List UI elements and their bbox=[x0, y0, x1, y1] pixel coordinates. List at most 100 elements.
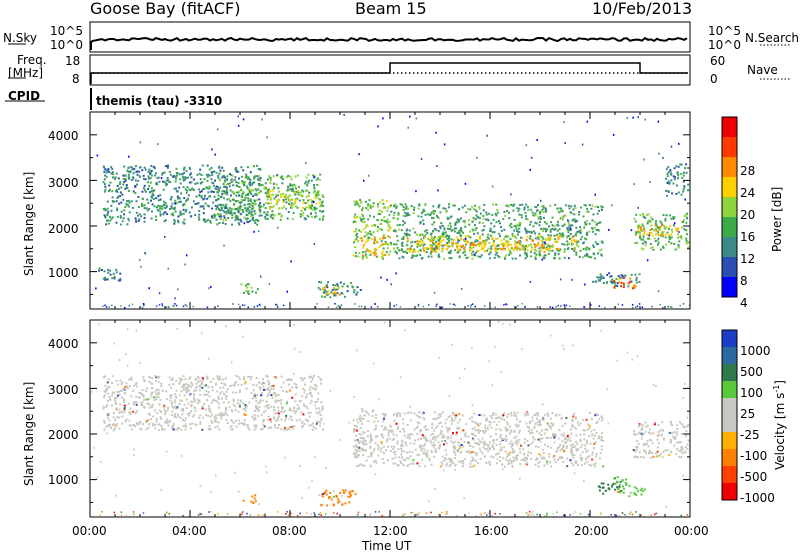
echo-cell bbox=[361, 417, 364, 420]
sparse-echo-cell bbox=[144, 252, 147, 255]
echo-cell bbox=[360, 437, 363, 440]
echo-cell bbox=[634, 273, 637, 276]
echo-cell bbox=[127, 402, 130, 405]
echo-cell bbox=[566, 445, 568, 448]
echo-cell bbox=[166, 166, 169, 169]
sparse-echo-cell bbox=[290, 260, 292, 263]
echo-cell bbox=[506, 455, 509, 458]
sparse-echo-cell bbox=[377, 125, 379, 128]
echo-cell bbox=[212, 184, 215, 187]
echo-cell bbox=[367, 204, 370, 207]
echo-cell bbox=[111, 190, 114, 193]
echo-cell bbox=[471, 220, 474, 223]
echo-cell bbox=[437, 230, 440, 232]
echo-cell bbox=[359, 447, 362, 450]
echo-cell bbox=[194, 378, 197, 381]
echo-cell bbox=[352, 452, 355, 455]
echo-cell bbox=[185, 407, 188, 409]
echo-cell bbox=[123, 180, 126, 183]
echo-cell bbox=[186, 186, 189, 189]
echo-cell bbox=[579, 438, 582, 441]
echo-cell bbox=[294, 412, 297, 415]
echo-cell bbox=[678, 240, 681, 243]
echo-cell bbox=[402, 250, 405, 253]
echo-cell bbox=[180, 213, 183, 216]
echo-cell bbox=[444, 422, 447, 425]
echo-cell bbox=[159, 416, 162, 419]
echo-cell bbox=[633, 455, 636, 458]
echo-cell bbox=[232, 421, 235, 424]
echo-cell bbox=[144, 390, 147, 393]
echo-cell bbox=[366, 256, 368, 259]
sparse-echo-cell bbox=[401, 241, 404, 244]
echo-cell bbox=[572, 235, 575, 238]
echo-cell bbox=[240, 283, 243, 286]
echo-cell bbox=[290, 418, 293, 421]
power-ytick-4000: 4000 bbox=[48, 129, 79, 143]
echo-cell bbox=[231, 216, 234, 219]
echo-cell bbox=[388, 437, 391, 440]
echo-cell bbox=[458, 418, 461, 421]
echo-cell bbox=[559, 443, 562, 446]
echo-cell bbox=[430, 449, 433, 452]
echo-cell bbox=[266, 418, 269, 421]
echo-cell bbox=[542, 417, 545, 420]
echo-cell bbox=[469, 249, 472, 252]
echo-cell bbox=[514, 423, 517, 426]
near-range-cell bbox=[155, 305, 158, 307]
echo-cell bbox=[566, 235, 569, 238]
echo-cell bbox=[687, 246, 690, 249]
echo-cell bbox=[311, 395, 313, 398]
sparse-echo-cell bbox=[569, 227, 571, 230]
echo-cell bbox=[579, 228, 582, 231]
echo-cell bbox=[386, 438, 389, 441]
echo-cell bbox=[151, 377, 154, 379]
echo-cell bbox=[118, 393, 121, 396]
echo-cell bbox=[524, 211, 527, 214]
echo-cell bbox=[168, 383, 171, 386]
echo-cell bbox=[590, 207, 593, 210]
echo-cell bbox=[515, 418, 518, 421]
echo-cell bbox=[435, 448, 437, 451]
echo-cell bbox=[535, 412, 538, 415]
echo-cell bbox=[430, 232, 433, 235]
echo-cell bbox=[123, 213, 126, 216]
echo-cell bbox=[557, 220, 559, 223]
echo-cell bbox=[309, 204, 312, 207]
echo-cell bbox=[113, 178, 116, 181]
echo-cell bbox=[215, 199, 218, 202]
echo-cell bbox=[142, 394, 145, 396]
sparse-echo-cell bbox=[368, 174, 370, 177]
echo-cell bbox=[396, 239, 399, 242]
echo-cell bbox=[218, 213, 221, 216]
echo-cell bbox=[301, 189, 304, 192]
echo-cell bbox=[657, 233, 660, 236]
echo-cell bbox=[501, 418, 503, 420]
echo-cell bbox=[574, 221, 577, 223]
echo-cell bbox=[464, 243, 467, 246]
echo-cell bbox=[114, 399, 117, 402]
echo-cell bbox=[198, 209, 201, 212]
echo-cell bbox=[246, 283, 249, 286]
echo-cell bbox=[103, 394, 106, 397]
near-range-cell bbox=[275, 303, 277, 306]
echo-cell bbox=[313, 216, 316, 219]
echo-cell bbox=[401, 418, 404, 421]
echo-cell bbox=[379, 244, 382, 247]
echo-cell bbox=[673, 224, 675, 227]
sparse-echo-cell bbox=[567, 219, 569, 222]
echo-cell bbox=[369, 445, 372, 448]
echo-cell bbox=[134, 179, 137, 182]
echo-cell bbox=[266, 191, 269, 193]
near-range-cell bbox=[282, 304, 285, 307]
near-range-cell bbox=[334, 303, 336, 305]
echo-cell bbox=[483, 414, 486, 417]
echo-cell bbox=[150, 395, 153, 398]
echo-cell bbox=[256, 393, 259, 396]
near-range-cell bbox=[253, 306, 256, 308]
echo-cell bbox=[196, 182, 199, 185]
nsearch-tick-bottom: 10^0 bbox=[708, 38, 741, 52]
echo-cell bbox=[467, 435, 470, 438]
echo-cell bbox=[381, 254, 384, 257]
echo-cell bbox=[143, 220, 146, 223]
